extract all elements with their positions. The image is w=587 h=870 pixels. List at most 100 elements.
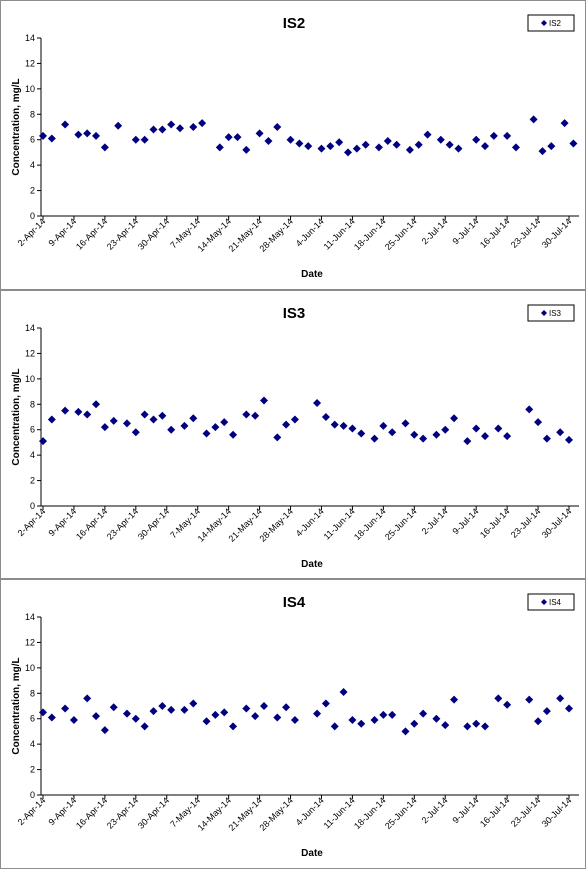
data-point xyxy=(260,702,269,710)
data-point xyxy=(503,432,512,441)
data-point xyxy=(295,139,304,148)
legend-marker xyxy=(541,20,547,26)
data-point xyxy=(242,704,251,713)
y-tick-label: 0 xyxy=(30,211,35,221)
data-point xyxy=(92,400,101,409)
x-tick-label: 23-Jul-14 xyxy=(509,795,543,829)
data-point xyxy=(180,705,189,714)
data-point xyxy=(229,430,238,439)
x-tick-label: 23-Apr-14 xyxy=(105,506,140,541)
y-tick-label: 14 xyxy=(25,612,35,622)
data-point xyxy=(233,133,242,142)
data-point xyxy=(335,138,344,147)
data-point xyxy=(109,416,118,425)
data-point xyxy=(211,423,220,432)
data-point xyxy=(264,136,273,145)
data-point xyxy=(556,694,565,703)
x-tick-label: 9-Jul-14 xyxy=(451,795,481,825)
data-point xyxy=(167,425,176,434)
data-point xyxy=(472,424,481,433)
data-point xyxy=(100,726,109,735)
data-point xyxy=(463,722,472,731)
data-point xyxy=(388,428,397,437)
data-point xyxy=(158,411,167,420)
data-point xyxy=(69,715,78,724)
data-point xyxy=(286,135,295,144)
data-point xyxy=(158,702,167,710)
y-tick-label: 8 xyxy=(30,688,35,698)
data-point xyxy=(388,710,397,719)
data-point xyxy=(450,695,459,704)
x-tick-label: 25-Jun-14 xyxy=(383,506,419,542)
y-tick-label: 12 xyxy=(25,637,35,647)
chart-title: IS4 xyxy=(283,594,306,611)
x-tick-label: 2-Jul-14 xyxy=(420,216,450,246)
data-point xyxy=(436,135,445,144)
y-tick-label: 0 xyxy=(30,790,35,800)
data-point xyxy=(122,419,131,428)
x-tick-label: 11-Jun-14 xyxy=(322,795,357,830)
x-tick-label: 18-Jun-14 xyxy=(352,795,388,831)
x-tick-label: 2-Apr-14 xyxy=(16,795,48,827)
data-point xyxy=(189,699,198,708)
x-tick-label: 16-Jul-14 xyxy=(478,216,512,250)
data-point xyxy=(131,428,140,437)
x-tick-label: 9-Jul-14 xyxy=(451,216,481,246)
data-point xyxy=(167,705,176,714)
data-point xyxy=(224,133,233,142)
data-point xyxy=(149,125,158,134)
data-point xyxy=(525,695,534,704)
x-axis-label: Date xyxy=(301,269,323,280)
x-tick-label: 2-Jul-14 xyxy=(420,506,450,536)
x-tick-label: 28-May-14 xyxy=(257,216,294,253)
data-point xyxy=(220,418,229,427)
y-axis-label: Concentration, mg/L xyxy=(11,78,22,175)
y-tick-label: 4 xyxy=(30,160,35,170)
x-tick-label: 23-Apr-14 xyxy=(105,216,140,251)
data-point xyxy=(410,719,419,728)
x-tick-label: 16-Apr-14 xyxy=(74,216,109,251)
y-tick-label: 8 xyxy=(30,109,35,119)
x-tick-label: 2-Apr-14 xyxy=(16,216,48,248)
y-tick-label: 6 xyxy=(30,135,35,145)
data-point xyxy=(242,410,251,419)
x-tick-label: 16-Apr-14 xyxy=(74,506,109,541)
data-point xyxy=(149,415,158,424)
legend-label: IS2 xyxy=(549,19,562,28)
data-point xyxy=(379,710,388,719)
data-point xyxy=(61,704,70,713)
data-point xyxy=(290,715,299,724)
x-tick-label: 9-Apr-14 xyxy=(47,506,79,538)
data-point xyxy=(317,144,326,153)
data-point xyxy=(534,418,543,427)
data-point xyxy=(432,430,441,439)
chart-title: IS3 xyxy=(283,305,306,322)
x-tick-label: 23-Jul-14 xyxy=(509,506,543,540)
data-point xyxy=(47,134,56,143)
data-point xyxy=(401,727,410,736)
y-tick-label: 6 xyxy=(30,714,35,724)
data-point xyxy=(158,125,167,134)
y-tick-label: 10 xyxy=(25,84,35,94)
x-tick-label: 16-Apr-14 xyxy=(74,795,109,830)
data-point xyxy=(92,131,101,140)
data-point xyxy=(339,688,348,697)
data-point xyxy=(401,419,410,428)
data-point xyxy=(472,135,481,144)
data-point xyxy=(423,130,432,139)
data-point xyxy=(202,717,211,726)
data-point xyxy=(321,699,330,708)
data-point xyxy=(180,421,189,430)
x-tick-label: 28-May-14 xyxy=(257,506,294,543)
data-point xyxy=(472,719,481,728)
y-tick-label: 2 xyxy=(30,765,35,775)
x-tick-label: 9-Jul-14 xyxy=(451,506,481,536)
data-point xyxy=(441,425,450,434)
data-point xyxy=(511,143,520,152)
data-point xyxy=(304,142,313,151)
data-point xyxy=(463,437,472,446)
data-point xyxy=(313,399,322,408)
